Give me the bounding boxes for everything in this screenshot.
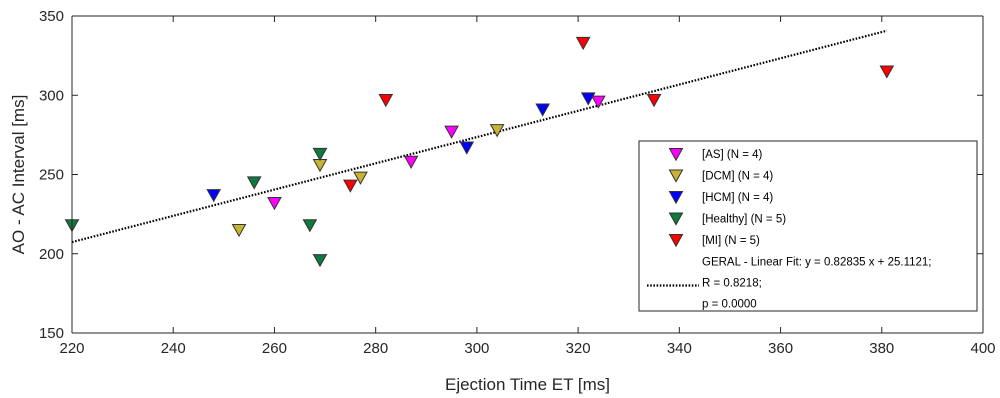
y-tick-label: 200	[39, 246, 64, 263]
data-point	[267, 197, 282, 211]
x-tick-label: 280	[363, 340, 388, 357]
data-point	[444, 125, 459, 139]
x-tick-label: 260	[262, 340, 287, 357]
data-point	[879, 65, 895, 79]
legend-marker	[668, 233, 684, 248]
legend-entry-label: [Healthy] (N = 5)	[702, 214, 786, 226]
x-axis-title: Ejection Time ET [ms]	[445, 375, 610, 394]
data-point	[575, 36, 591, 51]
data-point	[459, 141, 475, 155]
x-tick-label: 380	[869, 340, 894, 357]
fit-legend-equation: GERAL - Linear Fit: y = 0.82835 x + 25.1…	[702, 257, 932, 269]
legend-marker	[668, 190, 684, 205]
data-point	[378, 93, 394, 108]
data-point	[312, 147, 328, 162]
data-point	[403, 155, 419, 170]
y-tick-label: 250	[39, 167, 64, 184]
data-point	[312, 254, 328, 268]
legend-entry-label: [MI] (N = 5)	[702, 235, 760, 247]
fit-legend-r-value: R = 0.8218;	[702, 278, 762, 290]
legend-entry-label: [HCM] (N = 4)	[702, 192, 773, 204]
data-point	[489, 124, 505, 138]
x-tick-label: 320	[566, 340, 591, 357]
data-point	[353, 171, 368, 185]
y-tick-label: 150	[39, 325, 64, 342]
y-tick-label: 300	[39, 87, 64, 104]
x-tick-label: 240	[161, 340, 186, 357]
data-point	[302, 219, 318, 233]
x-tick-label: 400	[970, 340, 995, 357]
legend: [AS] (N = 4) [DCM] (N = 4) [HCM] (N = 4) [H…	[638, 140, 978, 312]
linear-fit-line	[71, 29, 888, 244]
axes: 220 240 260 280 300 320 340 360 380 400 150 200 250 3…	[39, 8, 996, 357]
legend-marker	[668, 169, 684, 183]
data-point	[580, 92, 596, 106]
fit-line-layer	[71, 29, 888, 244]
legend-entry-label: [DCM] (N = 4)	[702, 171, 773, 183]
x-tick-label: 340	[667, 340, 692, 357]
data-point	[231, 223, 247, 238]
data-point	[646, 93, 662, 108]
data-points-layer	[64, 36, 895, 268]
x-tick-label: 360	[768, 340, 793, 357]
data-point	[535, 103, 551, 117]
legend-entry-label: [AS] (N = 4)	[702, 149, 763, 161]
y-tick-label: 350	[39, 8, 64, 25]
legend-marker	[668, 212, 684, 226]
x-tick-label: 220	[59, 340, 84, 357]
data-point	[206, 189, 222, 203]
legend-marker	[668, 147, 684, 162]
y-axis-title: AO - AC Interval [ms]	[9, 95, 28, 255]
data-point	[246, 176, 262, 190]
x-tick-label: 300	[464, 340, 489, 357]
data-point	[343, 179, 358, 193]
fit-legend-p-value: p = 0.0000	[702, 299, 757, 311]
legend-box	[638, 140, 978, 312]
data-point	[591, 95, 606, 109]
